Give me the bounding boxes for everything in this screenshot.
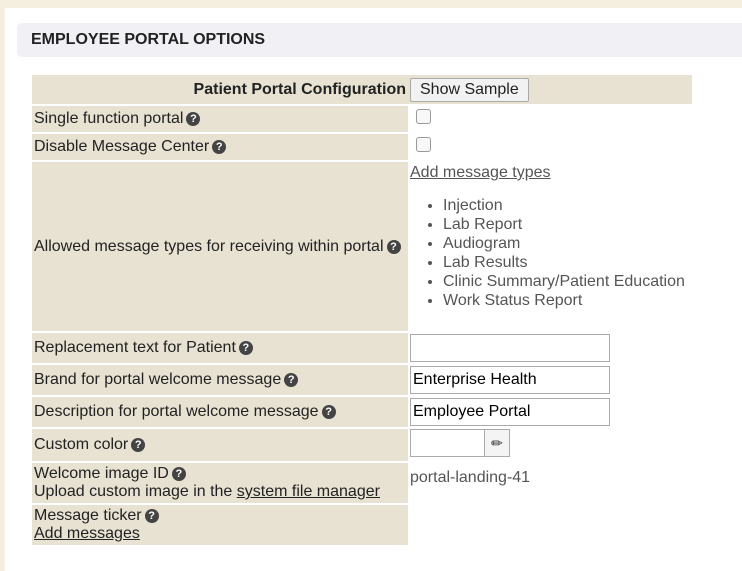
- portal-config-table: Patient Portal Configuration Show Sample …: [32, 73, 692, 547]
- label: Message ticker: [34, 507, 142, 524]
- show-sample-button[interactable]: Show Sample: [410, 77, 529, 102]
- add-messages-link[interactable]: Add messages: [34, 525, 140, 542]
- system-file-manager-link[interactable]: system file manager: [236, 483, 380, 500]
- label: Replacement text for Patient: [34, 339, 236, 356]
- upload-text: Upload custom image in the: [34, 483, 237, 500]
- list-item: Injection: [443, 196, 690, 215]
- help-icon[interactable]: ?: [386, 239, 401, 254]
- list-item: Lab Results: [443, 253, 690, 272]
- help-icon[interactable]: ?: [186, 112, 201, 126]
- section-title: EMPLOYEE PORTAL OPTIONS: [17, 23, 742, 57]
- label: Custom color: [34, 436, 129, 453]
- help-icon[interactable]: ?: [284, 373, 299, 387]
- single-function-checkbox[interactable]: [416, 109, 431, 124]
- help-icon[interactable]: ?: [131, 438, 146, 452]
- label: Allowed message types for receiving with…: [34, 237, 384, 255]
- label: Single function portal: [34, 110, 184, 127]
- list-item: Clinic Summary/Patient Education: [443, 272, 690, 291]
- panel: EMPLOYEE PORTAL OPTIONS Patient Portal C…: [5, 8, 742, 571]
- welcome-image-value: portal-landing-41: [410, 469, 531, 486]
- label: Welcome image ID: [34, 465, 169, 482]
- help-icon[interactable]: ?: [144, 509, 159, 523]
- help-icon[interactable]: ?: [238, 341, 253, 355]
- replacement-text-input[interactable]: [410, 334, 610, 362]
- label: Disable Message Center: [34, 138, 210, 155]
- label: Brand for portal welcome message: [34, 371, 282, 388]
- color-field[interactable]: [411, 430, 484, 456]
- description-input[interactable]: [410, 398, 610, 426]
- list-item: Work Status Report: [443, 291, 690, 310]
- help-icon[interactable]: ?: [321, 405, 336, 419]
- label: Description for portal welcome message: [34, 403, 319, 420]
- config-title: Patient Portal Configuration: [32, 75, 408, 104]
- list-item: Audiogram: [443, 234, 690, 253]
- message-types-list: Injection Lab Report Audiogram Lab Resul…: [410, 196, 690, 310]
- disable-message-center-checkbox[interactable]: [416, 137, 431, 152]
- brand-input[interactable]: [410, 366, 610, 394]
- help-icon[interactable]: ?: [171, 467, 186, 481]
- list-item: Lab Report: [443, 215, 690, 234]
- add-message-types-link[interactable]: Add message types: [410, 164, 551, 181]
- custom-color-input[interactable]: ✏: [410, 429, 510, 457]
- help-icon[interactable]: ?: [212, 140, 227, 154]
- eyedropper-icon[interactable]: ✏: [484, 430, 509, 456]
